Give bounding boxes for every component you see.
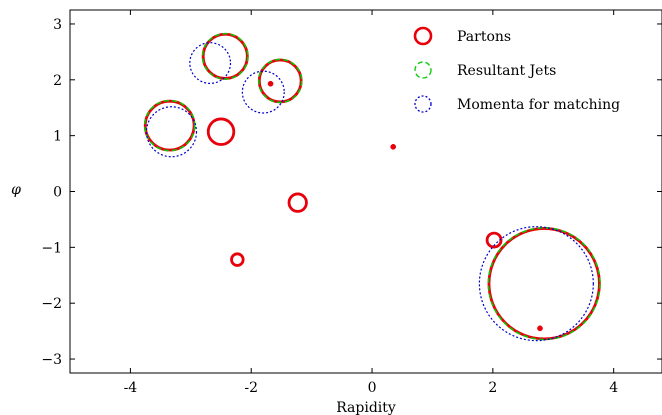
resultant-jets-circle — [201, 32, 249, 80]
legend-label-partons: Partons — [457, 29, 511, 45]
ticks: -4 -2 0 2 4 −3 −2 −1 0 1 2 3 — [41, 10, 662, 396]
resultant-jets-circle — [487, 227, 601, 341]
y-tick-label: −1 — [41, 240, 62, 256]
x-axis-label: Rapidity — [336, 400, 396, 415]
partons-circle — [257, 58, 303, 104]
partons-circle — [390, 143, 397, 150]
partons-circle — [287, 192, 308, 213]
partons-circle — [143, 99, 196, 152]
legend-marker-partons — [413, 26, 433, 46]
y-tick-label: −3 — [41, 352, 62, 368]
partons-circle — [206, 117, 236, 146]
legend-label-resultant-jets: Resultant Jets — [457, 63, 556, 79]
x-tick-label: 2 — [488, 380, 497, 396]
x-tick-label: 0 — [368, 380, 377, 396]
y-tick-label: 3 — [53, 17, 62, 33]
resultant-jets-circle — [143, 99, 196, 152]
y-tick-label: −2 — [41, 296, 62, 312]
momenta-for-matching-circle — [478, 226, 594, 342]
partons-circle — [230, 252, 245, 267]
partons-circle — [201, 32, 249, 80]
y-tick-label: 0 — [53, 185, 62, 201]
legend-marker-momenta-for-matching — [414, 95, 432, 113]
y-tick-label: 2 — [53, 73, 62, 89]
partons-circle — [487, 227, 601, 341]
data-circles — [143, 32, 601, 342]
y-axis-label: φ — [11, 182, 21, 198]
momenta-for-matching-circle — [189, 42, 232, 84]
y-tick-label: 1 — [53, 129, 62, 145]
x-tick-label: -4 — [124, 380, 138, 396]
momenta-for-matching-circle — [145, 106, 198, 158]
legend-marker-resultant-jets — [414, 61, 432, 79]
x-tick-label: 4 — [609, 380, 618, 396]
legend-label-momenta-for-matching: Momenta for matching — [457, 97, 620, 113]
momenta-for-matching-circle — [241, 70, 285, 114]
legend: Partons Resultant Jets Momenta for matchin… — [413, 26, 620, 113]
x-tick-label: -2 — [244, 380, 258, 396]
partons-circle — [267, 80, 274, 87]
plot-frame — [69, 9, 662, 374]
resultant-jets-circle — [257, 58, 303, 104]
partons-circle — [537, 325, 543, 332]
partons-circle — [485, 231, 503, 249]
